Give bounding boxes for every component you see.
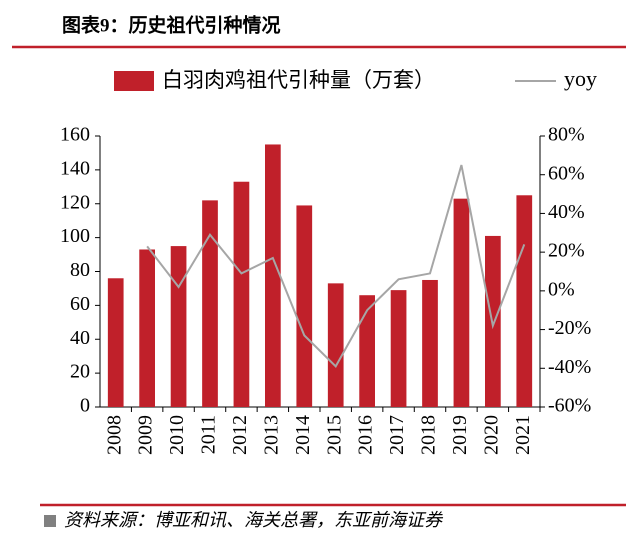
bar bbox=[422, 279, 438, 407]
y2-tick-label: -60% bbox=[548, 395, 591, 417]
bar bbox=[170, 246, 187, 407]
y-tick-label: 40 bbox=[70, 327, 90, 349]
x-tick-label: 2012 bbox=[229, 415, 251, 455]
y2-tick-label: -20% bbox=[548, 317, 591, 339]
bar bbox=[296, 205, 313, 407]
x-tick-label: 2014 bbox=[292, 415, 314, 455]
y-tick-label: 0 bbox=[80, 395, 90, 417]
bar bbox=[359, 295, 375, 407]
y-tick-label: 140 bbox=[60, 157, 90, 179]
x-tick-label: 2016 bbox=[355, 415, 377, 455]
bar bbox=[233, 181, 250, 407]
y2-tick-label: 60% bbox=[548, 162, 585, 184]
y-tick-label: 160 bbox=[60, 124, 90, 146]
y2-tick-label: 0% bbox=[548, 278, 575, 300]
bar bbox=[453, 198, 470, 407]
x-tick-label: 2020 bbox=[480, 415, 502, 455]
y2-tick-label: 80% bbox=[548, 124, 585, 146]
bar bbox=[327, 283, 344, 407]
source-note: 资料来源：博亚和讯、海关总署，东亚前海证券 bbox=[64, 510, 444, 530]
x-tick-label: 2021 bbox=[512, 415, 534, 455]
y-tick-label: 100 bbox=[60, 225, 90, 247]
x-tick-label: 2011 bbox=[198, 415, 220, 454]
y-tick-label: 20 bbox=[70, 361, 90, 383]
bar bbox=[202, 200, 218, 407]
bar bbox=[390, 290, 407, 407]
line bbox=[146, 164, 526, 368]
legend-swatch bbox=[114, 71, 154, 91]
chart-title: 图表9：历史祖代引种情况 bbox=[62, 13, 281, 36]
x-tick-label: 2019 bbox=[449, 415, 471, 455]
x-tick-label: 2015 bbox=[323, 415, 345, 455]
y2-tick-label: 20% bbox=[548, 240, 585, 262]
y2-tick-label: -40% bbox=[548, 356, 591, 378]
y-tick-label: 60 bbox=[70, 293, 90, 315]
y2-tick-label: 40% bbox=[548, 201, 585, 223]
x-tick-label: 2013 bbox=[260, 415, 282, 455]
x-tick-label: 2008 bbox=[103, 415, 125, 455]
y-tick-label: 120 bbox=[60, 191, 90, 213]
bar bbox=[107, 278, 124, 407]
legend-label: yoy bbox=[564, 66, 597, 91]
x-tick-label: 2018 bbox=[418, 415, 440, 455]
bar bbox=[516, 195, 533, 407]
y-tick-label: 80 bbox=[70, 259, 90, 281]
x-tick-label: 2017 bbox=[386, 415, 408, 455]
x-tick-label: 2010 bbox=[166, 415, 188, 455]
source-icon bbox=[44, 515, 56, 527]
legend-label: 白羽肉鸡祖代引种量（万套） bbox=[162, 68, 435, 92]
bar bbox=[265, 144, 281, 407]
bar bbox=[139, 249, 155, 407]
x-tick-label: 2009 bbox=[135, 415, 157, 455]
